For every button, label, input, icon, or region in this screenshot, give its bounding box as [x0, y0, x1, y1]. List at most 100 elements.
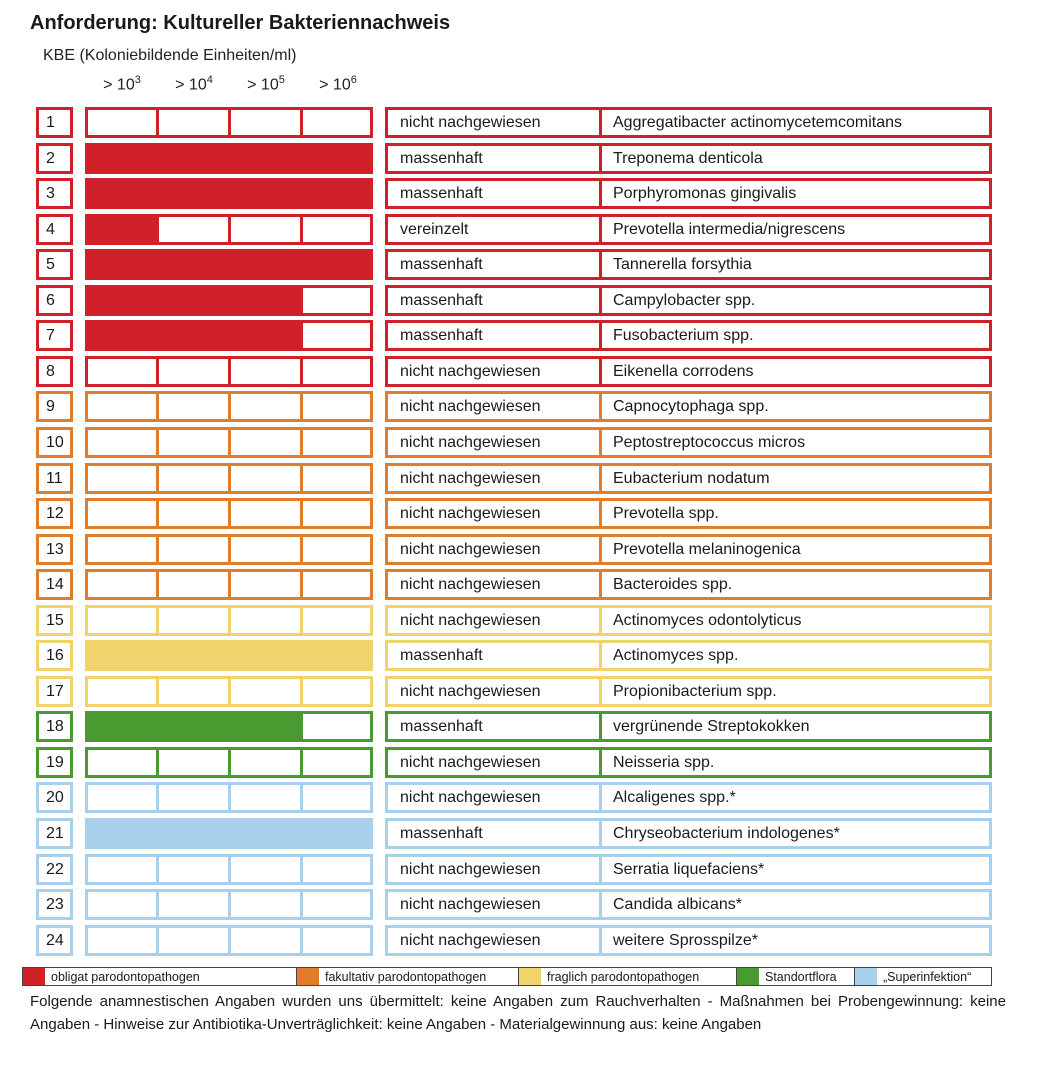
result-text: massenhaft	[400, 291, 483, 309]
organism-name: Prevotella intermedia/nigrescens	[613, 220, 846, 238]
kbe-cell-divider	[300, 927, 303, 953]
result-divider	[599, 252, 602, 278]
kbe-bar	[85, 107, 373, 138]
result-divider	[599, 821, 602, 846]
result-text: nicht nachgewiesen	[400, 398, 541, 416]
result-box: nicht nachgewiesen Actinomyces odontolyti…	[385, 604, 992, 636]
table-row: 9 nicht nachgewiesen Capnocytophaga spp.	[0, 391, 1050, 423]
table-row: 20 nicht nachgewiesen Alcaligenes spp.*	[0, 782, 1050, 814]
kbe-cell-divider	[228, 927, 231, 953]
result-box: nicht nachgewiesen Capnocytophaga spp.	[385, 391, 992, 423]
kbe-cell-divider	[300, 856, 303, 882]
result-text: massenhaft	[400, 718, 483, 736]
kbe-cell-divider	[156, 785, 159, 811]
kbe-cell-divider	[228, 572, 231, 598]
kbe-cell-divider	[228, 501, 231, 527]
kbe-bar	[85, 818, 373, 849]
kbe-fill	[88, 323, 301, 349]
kbe-cell-divider	[300, 678, 303, 704]
result-text: nicht nachgewiesen	[400, 682, 541, 700]
kbe-bar	[85, 569, 373, 601]
kbe-cell-divider	[228, 110, 231, 135]
table-row: 16 massenhaft Actinomyces spp.	[0, 640, 1050, 672]
kbe-cell-divider	[228, 821, 231, 846]
table-row: 21 massenhaft Chryseobacterium indologenes…	[0, 818, 1050, 849]
table-row: 2 massenhaft Treponema denticola	[0, 142, 1050, 174]
kbe-cell-divider	[228, 323, 231, 349]
legend-item: Standortflora	[736, 968, 855, 985]
table-row: 7 massenhaft Fusobacterium spp.	[0, 320, 1050, 352]
kbe-cell-divider	[300, 216, 303, 242]
result-text: nicht nachgewiesen	[400, 896, 541, 914]
result-box: nicht nachgewiesen Serratia liquefaciens*	[385, 853, 992, 885]
threshold-label: > 104	[175, 74, 213, 94]
result-divider	[599, 394, 602, 420]
kbe-cell-divider	[300, 643, 303, 669]
organism-name: Propionibacterium spp.	[613, 682, 777, 700]
result-divider	[599, 607, 602, 633]
kbe-bar	[85, 604, 373, 636]
table-row: 1 nicht nachgewiesen Aggregatibacter actin…	[0, 107, 1050, 138]
kbe-bar	[85, 924, 373, 956]
result-divider	[599, 181, 602, 207]
legend-label: fraglich parodontopathogen	[547, 970, 700, 984]
row-number: 2	[36, 142, 73, 174]
kbe-cell-divider	[156, 856, 159, 882]
legend-swatch	[519, 968, 541, 985]
table-row: 3 massenhaft Porphyromonas gingivalis	[0, 178, 1050, 210]
kbe-cell-divider	[228, 145, 231, 171]
result-text: massenhaft	[400, 256, 483, 274]
organism-name: Candida albicans*	[613, 896, 742, 914]
result-text: nicht nachgewiesen	[400, 540, 541, 558]
kbe-cell-divider	[156, 216, 159, 242]
row-number: 1	[36, 107, 73, 138]
kbe-cell-divider	[300, 465, 303, 491]
kbe-cell-divider	[156, 927, 159, 953]
row-number: 12	[36, 498, 73, 530]
kbe-cell-divider	[156, 358, 159, 384]
row-number: 17	[36, 675, 73, 707]
organism-name: Neisseria spp.	[613, 753, 715, 771]
kbe-cell-divider	[300, 181, 303, 207]
organism-name: Alcaligenes spp.*	[613, 789, 736, 807]
result-divider	[599, 892, 602, 918]
kbe-cell-divider	[156, 287, 159, 313]
legend-label: „Superinfektion“	[883, 970, 972, 984]
result-text: nicht nachgewiesen	[400, 505, 541, 523]
kbe-cell-divider	[300, 501, 303, 527]
kbe-cell-divider	[228, 287, 231, 313]
result-divider	[599, 749, 602, 775]
organism-name: Actinomyces spp.	[613, 647, 739, 665]
result-divider	[599, 287, 602, 313]
kbe-cell-divider	[156, 323, 159, 349]
kbe-bar	[85, 889, 373, 921]
kbe-cell-divider	[156, 465, 159, 491]
kbe-bar	[85, 675, 373, 707]
kbe-cell-divider	[228, 607, 231, 633]
result-box: massenhaft Actinomyces spp.	[385, 640, 992, 672]
kbe-cell-divider	[156, 536, 159, 562]
result-text: massenhaft	[400, 825, 483, 842]
result-divider	[599, 358, 602, 384]
row-number: 23	[36, 889, 73, 921]
kbe-bar	[85, 640, 373, 672]
row-number: 11	[36, 462, 73, 494]
row-number: 10	[36, 426, 73, 458]
result-box: nicht nachgewiesen Alcaligenes spp.*	[385, 782, 992, 814]
kbe-cell-divider	[228, 181, 231, 207]
kbe-cell-divider	[156, 501, 159, 527]
kbe-cell-divider	[228, 252, 231, 278]
row-number: 22	[36, 853, 73, 885]
result-divider	[599, 678, 602, 704]
kbe-cell-divider	[228, 643, 231, 669]
organism-name: weitere Sprosspilze*	[613, 931, 758, 949]
result-text: nicht nachgewiesen	[400, 789, 541, 807]
organism-name: Peptostreptococcus micros	[613, 433, 806, 451]
result-box: massenhaft Porphyromonas gingivalis	[385, 178, 992, 210]
kbe-bar	[85, 249, 373, 281]
kbe-cell-divider	[156, 394, 159, 420]
result-text: nicht nachgewiesen	[400, 860, 541, 878]
result-box: nicht nachgewiesen Aggregatibacter actino…	[385, 107, 992, 138]
kbe-cell-divider	[300, 145, 303, 171]
table-row: 19 nicht nachgewiesen Neisseria spp.	[0, 746, 1050, 778]
